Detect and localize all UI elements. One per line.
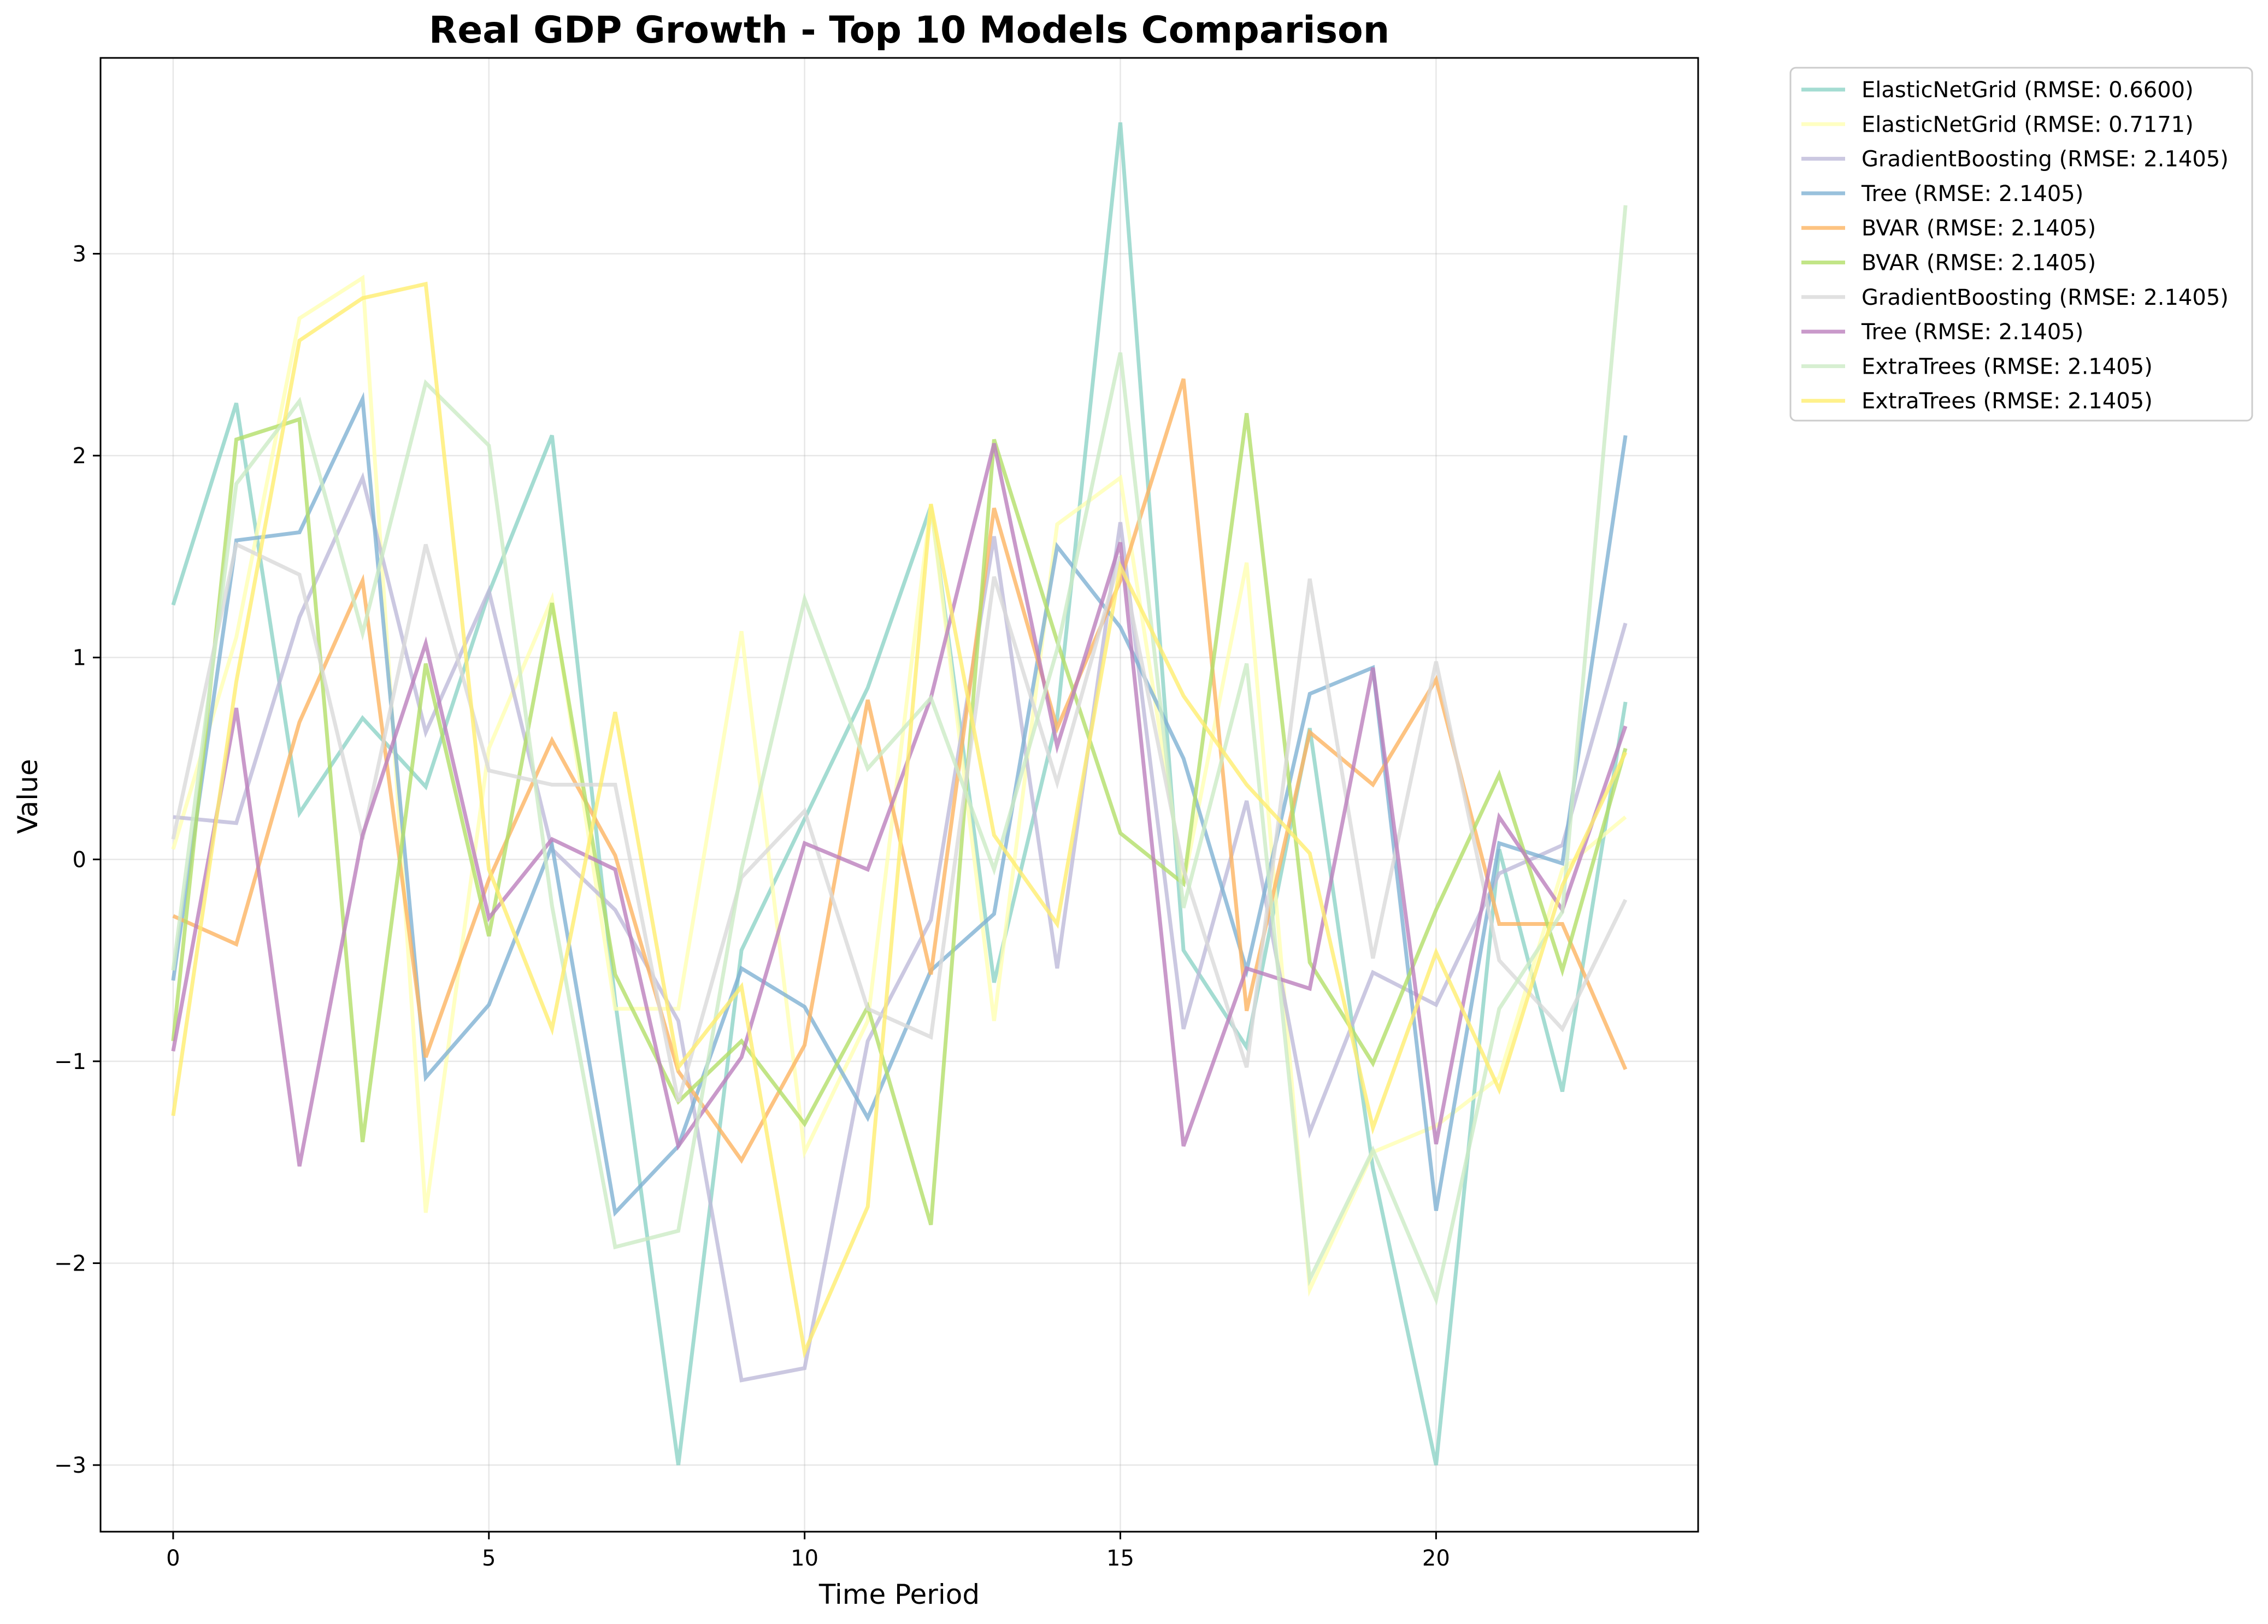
- x-tick-label: 20: [1422, 1546, 1450, 1571]
- series-line-6: [171, 413, 1628, 1226]
- x-axis-ticks: 0 5 10 15 20: [166, 1532, 1450, 1571]
- y-axis-ticks: −3 −2 −1 0 1 2 3: [54, 242, 101, 1478]
- series-line-7: [171, 541, 1628, 1102]
- legend-label: ElasticNetGrid (RMSE: 0.6600): [1861, 78, 2194, 103]
- y-tick-label: 3: [73, 242, 86, 267]
- y-axis-label: Value: [12, 759, 44, 834]
- y-tick-label: −1: [54, 1049, 86, 1074]
- legend-label: Tree (RMSE: 2.1405): [1861, 320, 2083, 345]
- legend-label: BVAR (RMSE: 2.1405): [1861, 216, 2096, 241]
- series-line-9: [171, 205, 1628, 1306]
- chart-title: Real GDP Growth - Top 10 Models Comparis…: [429, 9, 1389, 52]
- plot-frame: [99, 57, 1699, 1533]
- x-tick-label: 10: [791, 1546, 818, 1571]
- legend-label: BVAR (RMSE: 2.1405): [1861, 251, 2096, 276]
- legend-label: ExtraTrees (RMSE: 2.1405): [1861, 389, 2153, 414]
- legend-items: ElasticNetGrid (RMSE: 0.6600) ElasticNetG…: [1801, 78, 2229, 414]
- y-tick-label: 0: [73, 847, 86, 872]
- series-line-1: [171, 122, 1628, 1466]
- legend: ElasticNetGrid (RMSE: 0.6600) ElasticNetG…: [1789, 67, 2253, 422]
- x-tick-label: 5: [482, 1546, 496, 1571]
- legend-label: Tree (RMSE: 2.1405): [1861, 181, 2083, 206]
- series-line-2: [171, 274, 1627, 1297]
- y-tick-label: 2: [73, 444, 86, 469]
- legend-label: GradientBoosting (RMSE: 2.1405): [1861, 147, 2229, 172]
- legend-label: GradientBoosting (RMSE: 2.1405): [1861, 285, 2229, 310]
- legend-label: ExtraTrees (RMSE: 2.1405): [1861, 354, 2153, 379]
- series-lines: [171, 122, 1628, 1466]
- grid-lines: [101, 58, 1698, 1532]
- x-tick-label: 15: [1106, 1546, 1134, 1571]
- series-line-8: [171, 443, 1628, 1167]
- y-tick-label: 1: [73, 646, 86, 671]
- y-tick-label: −3: [54, 1453, 86, 1478]
- y-tick-label: −2: [54, 1251, 86, 1276]
- x-tick-label: 0: [166, 1546, 180, 1571]
- series-line-10: [171, 281, 1628, 1359]
- series-line-3: [173, 472, 1628, 1383]
- x-axis-label: Time Period: [818, 1579, 980, 1610]
- legend-label: ElasticNetGrid (RMSE: 0.7171): [1861, 112, 2194, 137]
- legend-box: [1789, 67, 2253, 422]
